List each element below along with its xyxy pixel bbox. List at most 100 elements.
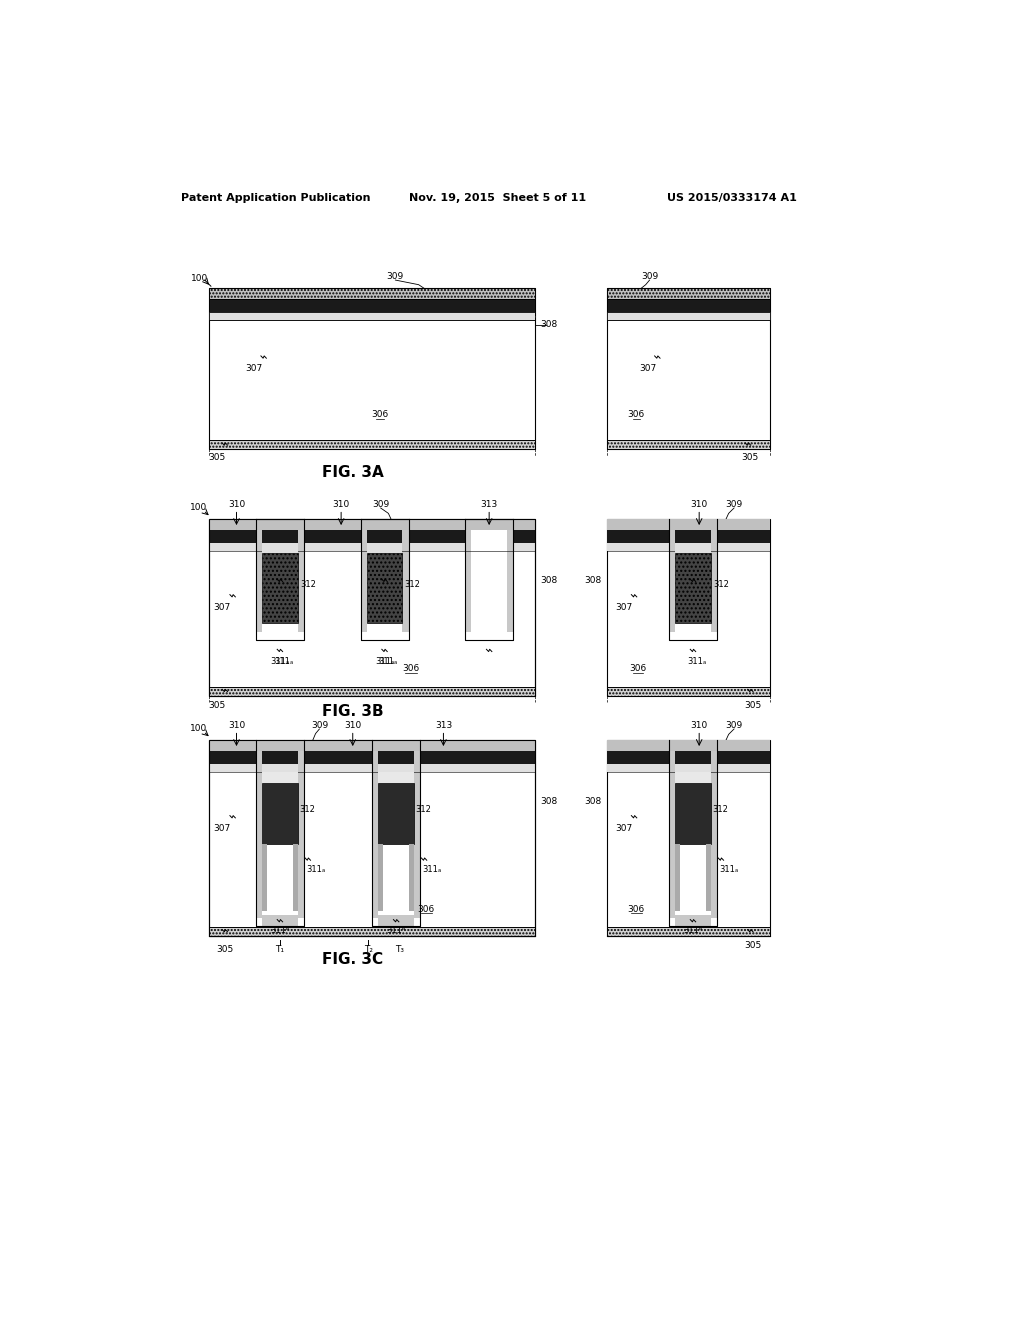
Bar (360, 519, 409, 529)
Bar (607, 739, 770, 936)
Bar (675, 529, 711, 544)
Bar (607, 764, 669, 772)
Text: 100: 100 (189, 503, 207, 512)
Bar (607, 544, 669, 552)
Bar (367, 553, 402, 623)
Bar (607, 441, 770, 449)
Bar (209, 927, 535, 936)
Text: US 2015/0333174 A1: US 2015/0333174 A1 (667, 194, 797, 203)
Bar (675, 915, 711, 927)
Bar (669, 739, 717, 927)
Bar (304, 739, 372, 751)
Bar (607, 751, 669, 764)
Text: 311ₐ: 311ₐ (687, 657, 707, 665)
Bar (675, 751, 711, 764)
Text: 313: 313 (435, 722, 452, 730)
Bar (367, 529, 402, 544)
Text: 307: 307 (213, 603, 230, 611)
Text: 310: 310 (228, 500, 245, 510)
Text: 311ᵇ: 311ᵇ (386, 927, 406, 935)
Text: 306: 306 (630, 664, 646, 673)
Bar (372, 739, 378, 919)
Bar (262, 915, 298, 927)
Bar (209, 686, 535, 696)
Bar (607, 298, 770, 313)
Bar (304, 751, 372, 764)
Bar (304, 519, 360, 529)
Text: T₁: T₁ (275, 945, 285, 954)
Bar (209, 739, 535, 936)
Bar (256, 519, 262, 632)
Bar (209, 288, 535, 298)
Text: 310: 310 (333, 500, 350, 510)
Bar (607, 288, 770, 449)
Text: 307: 307 (615, 824, 633, 833)
Bar (410, 845, 414, 911)
Text: 306: 306 (628, 904, 645, 913)
Text: 100: 100 (189, 725, 207, 734)
Text: T₂: T₂ (364, 945, 373, 954)
Bar (209, 519, 535, 696)
Bar (209, 739, 535, 936)
Bar (262, 529, 298, 544)
Text: 309: 309 (311, 722, 328, 730)
Bar (402, 519, 409, 632)
Bar (675, 845, 680, 911)
Bar (209, 519, 535, 696)
Bar (293, 845, 298, 911)
Text: FIG. 3B: FIG. 3B (322, 704, 384, 719)
Text: 311ₐ: 311ₐ (375, 657, 394, 665)
Text: 311ₐ: 311ₐ (270, 657, 290, 665)
Text: 311ₐ: 311ₐ (719, 865, 738, 874)
Bar (513, 519, 535, 529)
Bar (669, 739, 717, 751)
Text: 307: 307 (639, 364, 656, 374)
Bar (717, 529, 770, 544)
Text: 312: 312 (300, 579, 315, 589)
Bar (717, 739, 770, 751)
Text: 310: 310 (690, 722, 708, 730)
Bar (717, 544, 770, 552)
Bar (717, 764, 770, 772)
Bar (360, 519, 409, 640)
Bar (465, 519, 471, 632)
Bar (262, 783, 298, 845)
Bar (607, 519, 669, 529)
Text: Nov. 19, 2015  Sheet 5 of 11: Nov. 19, 2015 Sheet 5 of 11 (410, 194, 587, 203)
Bar (607, 313, 770, 321)
Text: 308: 308 (585, 576, 602, 585)
Text: 306: 306 (418, 904, 435, 913)
Bar (420, 739, 535, 751)
Text: 312: 312 (712, 805, 728, 813)
Bar (669, 519, 675, 632)
Bar (378, 751, 414, 764)
Bar (607, 529, 669, 544)
Bar (256, 739, 304, 927)
Text: 307: 307 (213, 824, 230, 833)
Bar (372, 739, 420, 927)
Bar (409, 519, 465, 529)
Text: 307: 307 (615, 603, 633, 611)
Bar (262, 772, 298, 783)
Text: 309: 309 (641, 272, 658, 281)
Bar (209, 751, 256, 764)
Bar (669, 519, 717, 640)
Text: 305: 305 (216, 945, 233, 954)
Bar (209, 544, 256, 552)
Text: 310: 310 (344, 722, 361, 730)
Text: 311ₐ: 311ₐ (306, 865, 326, 874)
Text: 306: 306 (628, 411, 645, 420)
Bar (262, 764, 298, 772)
Bar (465, 519, 513, 640)
Text: 305: 305 (744, 701, 761, 710)
Bar (256, 739, 304, 751)
Bar (367, 544, 402, 553)
Bar (209, 764, 256, 772)
Bar (304, 544, 360, 552)
Text: 305: 305 (744, 941, 761, 950)
Bar (669, 519, 717, 529)
Bar (378, 915, 414, 927)
Text: 311ₐ: 311ₐ (274, 657, 294, 665)
Bar (675, 764, 711, 772)
Bar (262, 751, 298, 764)
